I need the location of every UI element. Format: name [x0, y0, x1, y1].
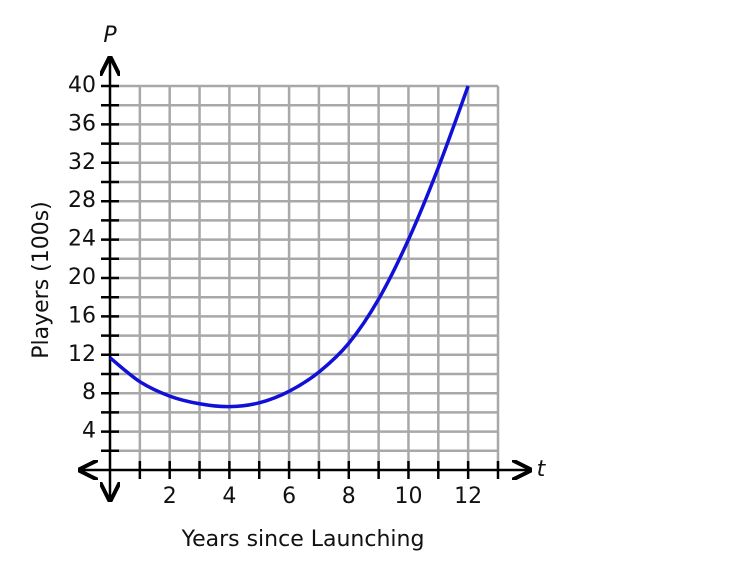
x-tick-label: 10: [394, 484, 422, 509]
x-axis-title: Years since Launching: [181, 527, 425, 552]
y-tick-label: 4: [82, 419, 96, 444]
y-tick-label: 32: [68, 150, 96, 175]
y-tick-label: 24: [68, 227, 96, 252]
x-axis-symbol: t: [537, 457, 547, 482]
y-tick-label: 12: [68, 342, 96, 367]
curve: [108, 85, 470, 409]
x-tick-label: 2: [163, 484, 177, 509]
y-tick-label: 8: [82, 380, 96, 405]
y-tick-label: 16: [68, 303, 96, 328]
x-tick-label: 6: [282, 484, 296, 509]
y-axis-symbol: P: [103, 23, 117, 48]
y-tick-label: 28: [68, 188, 96, 213]
grid: [110, 84, 500, 470]
x-tick-label: 12: [454, 484, 482, 509]
y-tick-label: 40: [68, 73, 96, 98]
y-tick-label: 36: [68, 111, 96, 136]
y-tick-label: 20: [68, 265, 96, 290]
x-tick-label: 4: [222, 484, 236, 509]
y-axis-title: Players (100s): [29, 201, 54, 359]
x-tick-label: 8: [342, 484, 356, 509]
